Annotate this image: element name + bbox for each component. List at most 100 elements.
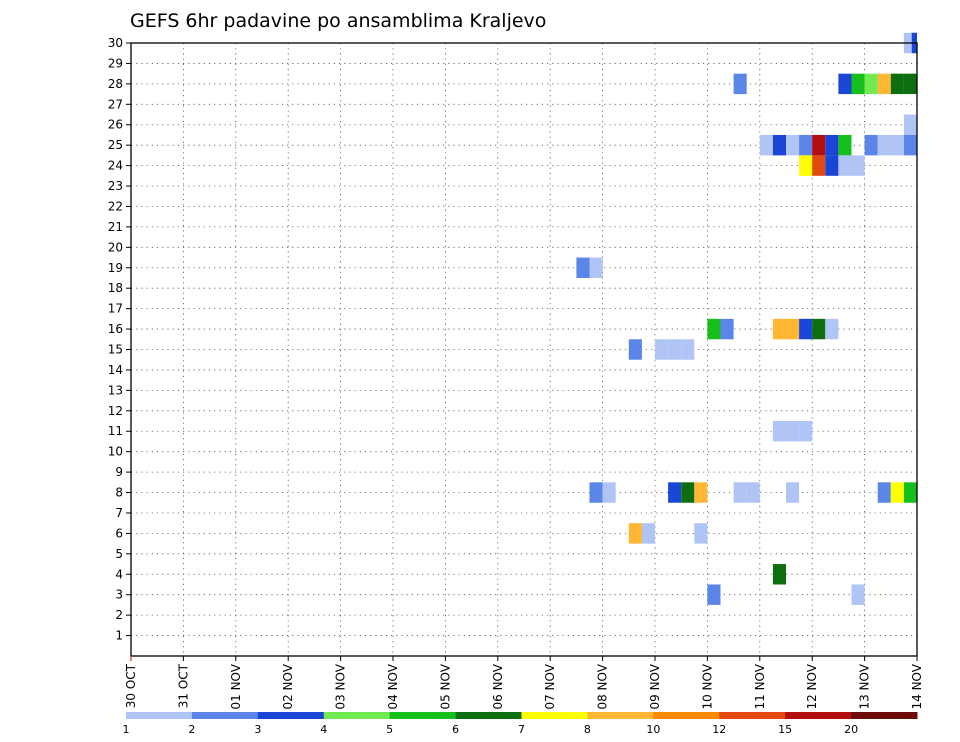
legend-label: 10	[646, 723, 660, 736]
y-tick-label: 24	[108, 159, 123, 173]
legend-swatch	[323, 712, 391, 719]
y-tick-label: 8	[115, 486, 123, 500]
y-tick-label: 3	[115, 588, 123, 602]
legend-swatch	[389, 712, 457, 719]
precipitation-cell	[890, 73, 904, 95]
precipitation-cell	[772, 134, 786, 156]
precipitation-cell	[877, 73, 891, 95]
x-tick-label: 31 OCT	[176, 663, 190, 708]
x-tick-label: 03 NOV	[334, 663, 348, 709]
precipitation-cell	[759, 134, 773, 156]
precipitation-cell	[864, 134, 878, 156]
legend-label: 12	[712, 723, 726, 736]
y-tick-label: 12	[108, 404, 123, 418]
precipitation-cell	[877, 134, 891, 156]
x-tick-label: 07 NOV	[543, 663, 557, 709]
x-tick-label: 11 NOV	[753, 663, 767, 709]
precipitation-cell	[812, 318, 826, 340]
precipitation-cell	[851, 155, 865, 176]
legend-label: 15	[778, 723, 792, 736]
legend-swatch	[851, 712, 918, 719]
precipitation-cell	[668, 339, 682, 360]
y-tick-label: 16	[108, 322, 123, 336]
x-tick-label: 08 NOV	[596, 663, 610, 709]
y-tick-label: 23	[108, 179, 123, 193]
x-tick-label: 10 NOV	[700, 663, 714, 709]
precipitation-cell	[903, 73, 917, 95]
legend-label: 7	[518, 723, 525, 736]
y-tick-label: 20	[108, 240, 123, 254]
precipitation-cell	[720, 318, 734, 340]
y-tick-label: 2	[115, 608, 123, 622]
x-tick-label: 01 NOV	[229, 663, 243, 709]
precipitation-cell	[576, 257, 590, 278]
legend-label: 5	[386, 723, 393, 736]
y-tick-label: 6	[115, 526, 123, 540]
legend-label: 8	[584, 723, 591, 736]
legend-label: 20	[844, 723, 858, 736]
precipitation-cell	[838, 134, 852, 156]
y-tick-label: 28	[108, 77, 123, 91]
precipitation-cell	[772, 318, 786, 340]
x-tick-label: 06 NOV	[491, 663, 505, 709]
x-tick-label: 30 OCT	[124, 663, 138, 708]
y-tick-label: 26	[108, 118, 123, 132]
precipitation-cell	[825, 318, 839, 340]
precipitation-cell	[772, 421, 786, 442]
legend-swatch	[719, 712, 786, 719]
precipitation-cell	[786, 318, 800, 340]
precipitation-cell	[903, 482, 917, 503]
precipitation-cell	[589, 257, 603, 278]
y-tick-label: 15	[108, 343, 123, 357]
y-tick-label: 13	[108, 383, 123, 397]
precipitation-cell	[707, 318, 721, 340]
precipitation-cell	[838, 155, 852, 176]
y-tick-label: 27	[108, 97, 123, 111]
precipitation-cell	[864, 73, 878, 95]
x-axis: 30 OCT 31 OCT 01 NOV 02 NOV 03 NOV 04 NOV 05 N…	[124, 656, 924, 710]
legend-swatch	[191, 712, 259, 719]
y-tick-label: 25	[108, 138, 123, 152]
y-axis: 1234567891011121314151617181920212223242…	[108, 36, 131, 643]
precipitation-cell	[851, 73, 865, 95]
y-tick-label: 1	[115, 629, 123, 643]
legend-swatch	[126, 712, 193, 719]
precipitation-cell	[707, 584, 721, 605]
color-legend: 1 2 3 4 5 6 7 8 10 12 15 20	[123, 712, 918, 736]
precipitation-cell	[903, 114, 917, 135]
precipitation-cells	[576, 32, 917, 605]
precipitation-cell	[733, 73, 747, 95]
legend-swatch	[587, 712, 654, 719]
precipitation-cell	[851, 584, 865, 605]
precipitation-cell	[799, 421, 813, 442]
precipitation-cell	[812, 155, 826, 176]
legend-swatch	[257, 712, 325, 719]
x-tick-label: 02 NOV	[281, 663, 295, 709]
y-tick-label: 30	[108, 36, 123, 50]
precipitation-cell	[890, 134, 904, 156]
y-tick-label: 5	[115, 547, 123, 561]
precipitation-cell	[786, 482, 800, 503]
y-tick-label: 21	[108, 220, 123, 234]
x-tick-label: 12 NOV	[805, 663, 819, 709]
precipitation-cell	[772, 564, 786, 585]
precipitation-cell	[903, 134, 917, 156]
y-tick-label: 22	[108, 199, 123, 213]
precipitation-cell	[786, 421, 800, 442]
precipitation-cell	[786, 134, 800, 156]
precipitation-cell	[799, 134, 813, 156]
y-tick-label: 11	[108, 424, 123, 438]
x-tick-label: 04 NOV	[386, 663, 400, 709]
precipitation-cell	[733, 482, 747, 503]
legend-swatch	[785, 712, 852, 719]
precipitation-cell	[825, 134, 839, 156]
y-tick-label: 9	[115, 465, 123, 479]
precipitation-cell	[589, 482, 603, 503]
precipitation-cell	[890, 482, 904, 503]
legend-label: 4	[320, 723, 327, 736]
precipitation-cell	[812, 134, 826, 156]
precipitation-cell	[681, 339, 695, 360]
precipitation-cell	[877, 482, 891, 503]
precipitation-cell	[628, 523, 642, 544]
